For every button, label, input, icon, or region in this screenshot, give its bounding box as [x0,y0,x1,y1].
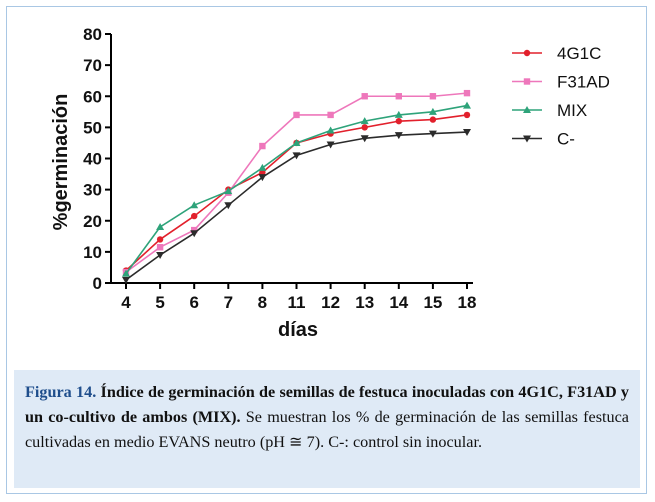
data-point-mix [394,110,403,118]
y-tick-label: 60 [83,87,102,106]
x-tick-label: 6 [189,293,198,312]
data-point-f31ad [327,111,334,119]
x-tick-label: 15 [423,293,442,312]
data-point-f31ad [156,244,164,251]
data-point-4g1c [463,111,471,119]
legend-item-c: C- [512,130,575,149]
x-tick-label: 11 [288,293,306,312]
data-point-f31ad [395,93,402,100]
legend-label: MIX [557,101,587,120]
legend-item-4g1c: 4G1C [512,44,601,63]
legend-item-f31ad: F31AD [512,73,610,92]
data-point-f31ad [191,226,198,234]
data-point-mix [156,222,165,230]
series-mix [122,101,471,277]
chart-legend: 4G1C F31AD MIX C- [512,44,610,149]
y-tick-label: 30 [83,181,102,200]
germination-chart: 0 10 20 30 40 50 60 70 80 4 5 6 7 8 11 12 13 14 15 18 4G1C F… [50,25,610,341]
caption-title: Índice de germinación de semillas de fes… [25,383,629,426]
x-tick-label: 8 [258,293,267,312]
data-point-4g1c [395,117,402,125]
data-point-c [360,135,369,143]
data-point-c [258,174,267,182]
series-f31ad [122,89,471,276]
data-point-mix [360,117,369,125]
data-point-f31ad [361,93,368,100]
series-line-4g1c [125,114,468,272]
legend-marker [523,106,531,113]
data-point-4g1c [156,236,164,243]
legend-label: C- [557,130,575,149]
data-point-c [292,152,301,160]
x-tick-label: 5 [155,293,164,312]
data-point-mix [122,269,130,277]
x-tick-label: 13 [355,293,374,312]
data-point-c [463,129,471,137]
data-point-c [190,230,199,238]
data-point-mix [428,107,437,115]
data-point-c [394,132,403,140]
series-c [122,129,471,284]
legend-label: F31AD [557,73,610,92]
data-point-f31ad [463,89,471,97]
data-point-4g1c [429,116,437,123]
data-point-4g1c [191,212,198,220]
x-tick-label: 14 [389,293,408,312]
chart-area: 0 10 20 30 40 50 60 70 80 4 5 6 7 8 11 12 13 14 15 18 4G1C F… [7,7,646,369]
data-point-mix [292,138,301,146]
y-tick-label: 0 [93,274,102,293]
x-tick-label: 7 [224,293,233,312]
data-point-c [428,130,437,138]
data-point-f31ad [259,142,266,150]
data-point-mix [190,201,199,209]
data-point-c [122,276,130,284]
y-tick-label: 50 [83,118,102,137]
y-tick-label: 80 [83,25,102,44]
caption-body: Se muestran los % de germinación de las … [25,408,629,451]
figure-caption: Figura 14. Índice de germinación de semi… [14,370,640,488]
legend-label: 4G1C [557,44,601,63]
data-point-mix [463,101,471,109]
data-point-c [156,251,165,259]
x-tick-label: 18 [458,293,477,312]
data-point-4g1c [259,169,266,176]
data-point-mix [224,187,233,195]
legend-marker [523,49,531,57]
legend-item-mix: MIX [512,101,587,120]
legend-marker [523,78,531,85]
legend-marker [523,135,531,143]
series-4g1c [122,111,471,274]
chart-series [122,89,471,284]
series-line-mix [125,104,468,275]
data-point-c [224,202,233,210]
x-tick-label: 4 [121,293,131,312]
data-point-f31ad [429,93,437,100]
data-point-mix [326,126,335,134]
data-point-4g1c [361,124,368,131]
data-point-f31ad [293,111,300,119]
y-axis-label: %germinación [50,94,72,231]
chart-axes: 0 10 20 30 40 50 60 70 80 4 5 6 7 8 11 12 13 14 15 18 [83,25,476,312]
x-tick-label: 12 [321,293,340,312]
figure-frame: 0 10 20 30 40 50 60 70 80 4 5 6 7 8 11 12 13 14 15 18 4G1C F… [6,6,647,494]
data-point-mix [258,163,267,171]
y-tick-label: 70 [83,56,102,75]
y-tick-label: 20 [83,212,102,231]
y-tick-label: 40 [83,150,102,169]
caption-label: Figura 14. [25,383,97,401]
data-point-c [326,141,335,149]
x-axis-label: días [278,319,318,341]
y-tick-label: 10 [83,243,102,262]
